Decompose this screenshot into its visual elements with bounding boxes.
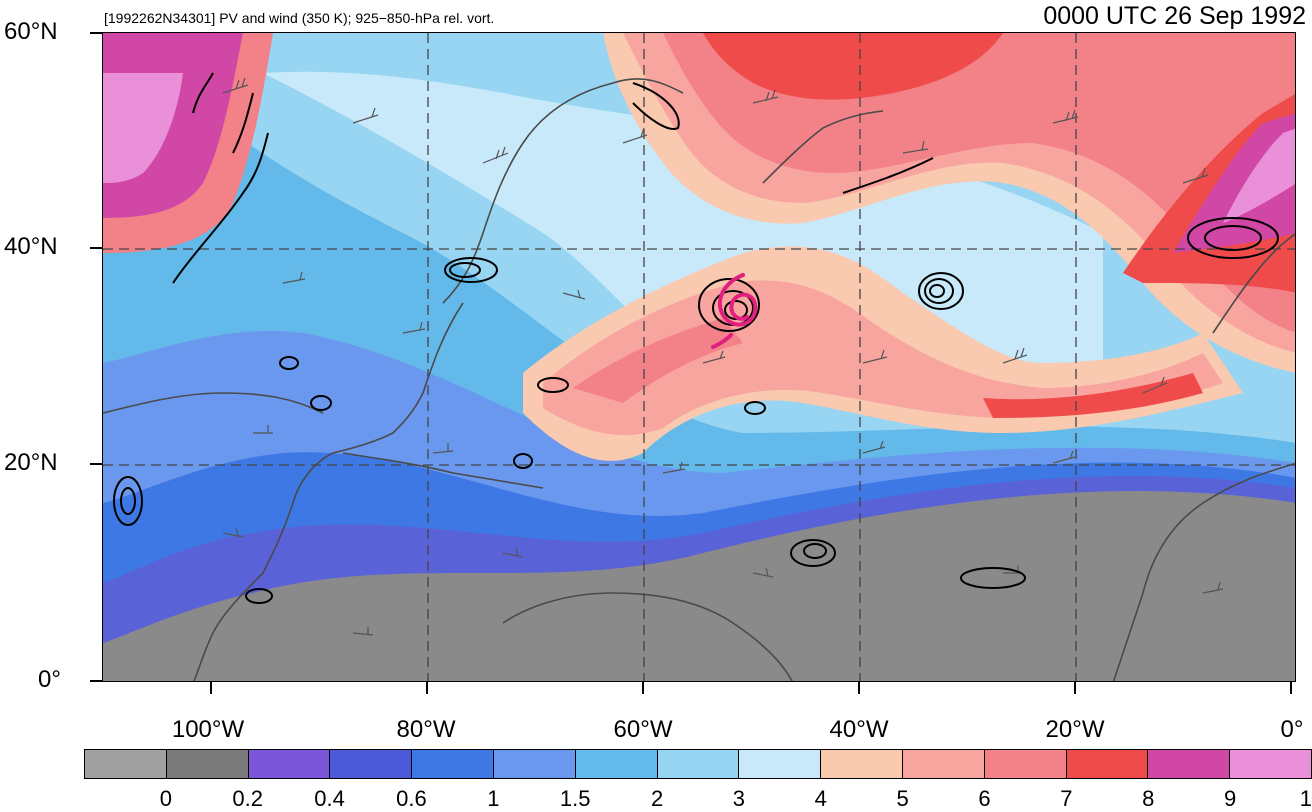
colorbar-label: 5 bbox=[896, 786, 909, 811]
colorbar-label: 3 bbox=[732, 786, 746, 811]
lon-label-100w: 100°W bbox=[171, 716, 245, 743]
colorbar-label: 4 bbox=[814, 786, 827, 811]
lon-tick bbox=[858, 682, 860, 694]
pv-wind-map bbox=[103, 33, 1295, 681]
pv-field-band bbox=[1223, 128, 1295, 223]
lat-label-0: 0° bbox=[38, 666, 61, 693]
colorbar-swatch bbox=[166, 750, 249, 778]
pv-field-band bbox=[703, 33, 1003, 100]
map-subtitle: [1992262N34301] PV and wind (350 K); 925… bbox=[104, 10, 495, 26]
pv-field-band bbox=[983, 373, 1203, 418]
colorbar-swatch bbox=[1230, 750, 1311, 778]
colorbar-label: 2 bbox=[650, 786, 664, 811]
colorbar-label: 9 bbox=[1224, 786, 1237, 811]
pv-field-band bbox=[1173, 113, 1295, 253]
colorbar-label: 0.6 bbox=[396, 786, 427, 811]
pv-colorbar bbox=[84, 749, 1312, 779]
colorbar-label: 6 bbox=[978, 786, 991, 811]
colorbar-label: 10 bbox=[1299, 786, 1312, 811]
lon-label-0: 0° bbox=[1280, 716, 1304, 743]
colorbar-label: 1 bbox=[487, 786, 500, 811]
map-panel bbox=[102, 32, 1296, 682]
lat-label-60n: 60°N bbox=[4, 18, 58, 45]
lon-tick bbox=[426, 682, 428, 694]
colorbar-swatch bbox=[739, 750, 822, 778]
lon-tick bbox=[1074, 682, 1076, 694]
lon-label-40w: 40°W bbox=[829, 716, 889, 743]
colorbar-swatch bbox=[330, 750, 413, 778]
lat-tick bbox=[90, 32, 102, 34]
colorbar-swatch bbox=[1066, 750, 1149, 778]
colorbar-label: 8 bbox=[1142, 786, 1155, 811]
storm-track-marker bbox=[711, 273, 758, 349]
valid-time-label: 0000 UTC 26 Sep 1992 bbox=[1043, 2, 1306, 30]
colorbar-label: 0.4 bbox=[314, 786, 345, 811]
colorbar-label: 7 bbox=[1060, 786, 1073, 811]
colorbar-swatch bbox=[657, 750, 740, 778]
lon-label-60w: 60°W bbox=[613, 716, 673, 743]
lat-tick bbox=[90, 680, 102, 682]
pv-field-band bbox=[573, 318, 743, 403]
lat-tick bbox=[90, 463, 102, 465]
lat-label-40n: 40°N bbox=[4, 233, 58, 260]
colorbar-swatch bbox=[984, 750, 1067, 778]
colorbar-label: 1.5 bbox=[559, 786, 591, 811]
wind-barbs bbox=[222, 77, 1224, 636]
colorbar-swatch bbox=[902, 750, 985, 778]
pv-field-band bbox=[663, 33, 1295, 333]
colorbar-swatch bbox=[412, 750, 494, 778]
lat-label-20n: 20°N bbox=[4, 449, 58, 476]
colorbar-swatch bbox=[1148, 750, 1231, 778]
colorbar-swatch bbox=[248, 750, 331, 778]
colorbar-label: 0.2 bbox=[232, 786, 264, 811]
colorbar-label: 0 bbox=[159, 786, 172, 811]
colorbar-swatch bbox=[575, 750, 658, 778]
lon-label-20w: 20°W bbox=[1045, 716, 1105, 743]
vorticity-contours bbox=[113, 72, 1279, 604]
colorbar-swatch bbox=[493, 750, 576, 778]
colorbar-swatch bbox=[821, 750, 903, 778]
colorbar-swatch bbox=[85, 750, 167, 778]
graticule bbox=[103, 33, 1295, 681]
lon-tick bbox=[1290, 682, 1292, 694]
pv-field-band bbox=[103, 73, 183, 183]
lon-tick bbox=[642, 682, 644, 694]
lon-label-80w: 80°W bbox=[396, 716, 456, 743]
lat-tick bbox=[90, 247, 102, 249]
lon-tick bbox=[210, 682, 212, 694]
